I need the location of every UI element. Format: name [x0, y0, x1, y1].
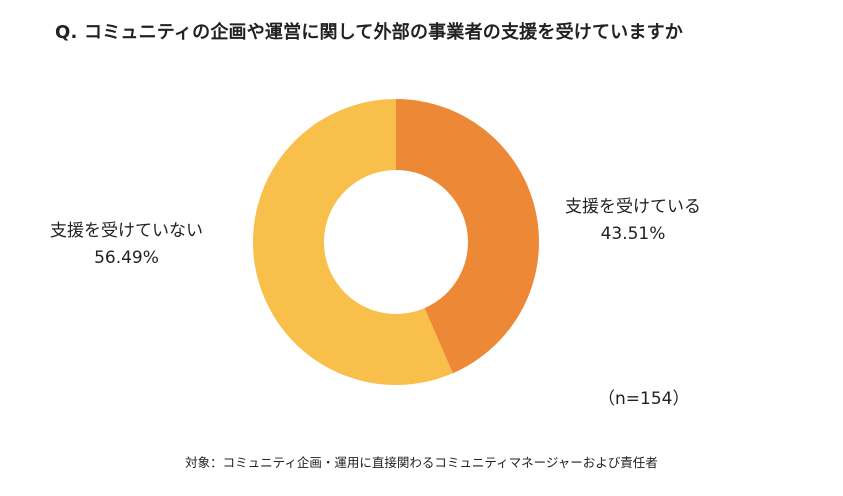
- slice-percent-not-receiving: 56.49%: [94, 248, 159, 268]
- slice-percent-receiving: 43.51%: [600, 224, 666, 244]
- slice-name-receiving: 支援を受けている: [565, 197, 701, 217]
- chart-title: Q. コミュニティの企画や運営に関して外部の事業者の支援を受けていますか: [55, 22, 683, 43]
- slice-name-not-receiving: 支援を受けていない: [50, 221, 203, 241]
- slice-receiving: [396, 99, 539, 374]
- footnote: 対象：コミュニティ企画・運用に直接関わるコミュニティマネージャーおよび責任者: [185, 455, 658, 470]
- slice-label-not-receiving: 支援を受けていない 56.49%: [50, 218, 203, 272]
- slice-not-receiving: [252, 99, 453, 385]
- sample-size-note: （n=154）: [598, 389, 690, 409]
- slice-label-receiving: 支援を受けている 43.51%: [565, 194, 701, 248]
